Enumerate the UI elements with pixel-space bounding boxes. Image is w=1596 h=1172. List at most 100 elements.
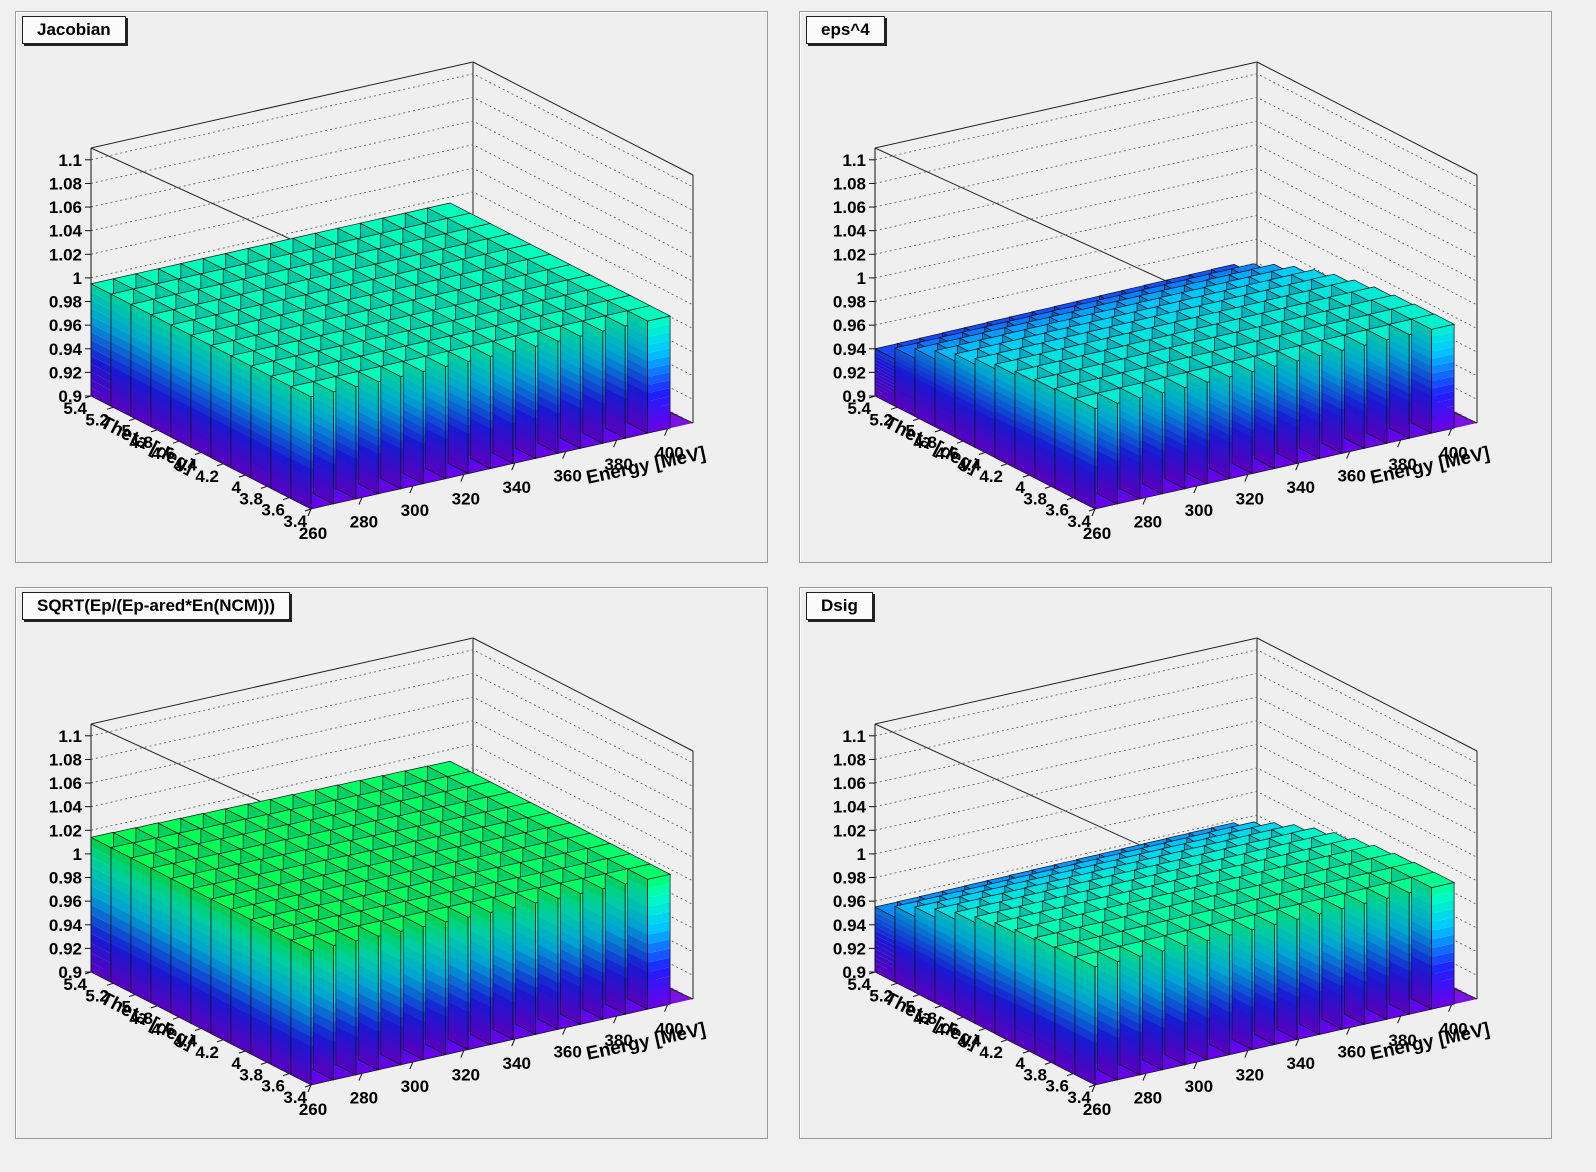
x-tick-label: 300	[1185, 501, 1213, 520]
y-tick-label: 4.2	[979, 1043, 1003, 1062]
z-tick-label: 1.06	[49, 198, 82, 217]
y-tick-mark	[934, 1005, 942, 1009]
bars	[89, 202, 672, 510]
y-tick-label: 5	[906, 422, 915, 441]
y-tick-label: 3.6	[261, 1077, 285, 1096]
x-tick-mark	[664, 428, 668, 436]
y-tick-label: 4.4	[173, 1032, 197, 1051]
y-tick-mark	[260, 1061, 268, 1065]
z-tick-label: 0.92	[49, 939, 82, 958]
x-tick-label: 280	[350, 1089, 378, 1108]
x-tick-mark	[562, 451, 567, 459]
x-tick-label: 380	[604, 1031, 632, 1050]
x-tick-label: 340	[503, 1054, 531, 1073]
y-tick-mark	[1066, 1073, 1074, 1077]
y-tick-label: 3.4	[283, 1088, 307, 1107]
lego-plot: 0.9 0.92 0.94 0.96 0.98 1 1.02 1.04 1.06 1.08 1.1 2…	[49, 637, 708, 1119]
y-tick-mark	[912, 418, 920, 422]
grid-line	[874, 649, 1478, 764]
x-tick-mark	[1142, 1073, 1147, 1081]
z-tick-label: 0.94	[49, 916, 83, 935]
x-tick-mark	[307, 508, 312, 517]
grid-line	[874, 743, 1478, 858]
z-tick-label: 1.1	[842, 151, 866, 170]
z-tick-label: 1.04	[833, 798, 867, 817]
box-edge	[1256, 61, 1478, 176]
y-tick-mark	[1022, 474, 1030, 478]
z-tick-label: 0.96	[49, 892, 82, 911]
y-tick-label: 5.2	[85, 986, 109, 1005]
grid-line	[90, 144, 694, 259]
y-tick-mark	[282, 1073, 290, 1077]
x-tick-label: 320	[452, 490, 480, 509]
y-tick-mark	[150, 429, 158, 433]
grid-line	[90, 720, 694, 835]
z-axis: 0.9 0.92 0.94 0.96 0.98 1 1.02 1.04 1.06 1.08 1.1	[49, 148, 92, 406]
x-tick-mark	[307, 1084, 312, 1093]
z-axis: 0.9 0.92 0.94 0.96 0.98 1 1.02 1.04 1.06 1.08 1.1	[833, 724, 876, 982]
box-edge	[90, 61, 474, 149]
x-tick-label: 340	[1287, 1054, 1315, 1073]
z-tick-label: 1.02	[833, 821, 866, 840]
chart-panel-dsig: Dsig 0.9 0.92 0.94 0.96 0.98 1 1.02 1.04 1.06 1.0…	[799, 587, 1552, 1139]
x-axis-label: Energy [MeV]	[584, 1019, 707, 1065]
z-tick-label: 0.92	[49, 363, 82, 382]
z-tick-label: 1.1	[842, 727, 866, 746]
box-edge	[90, 637, 474, 725]
grid-line	[874, 167, 1478, 282]
chart-panel-sqrt: SQRT(Ep/(Ep-ared*En(NCM))) 0.9 0.92 0.94 0.…	[15, 587, 768, 1139]
y-tick-mark	[106, 406, 114, 410]
y-tick-label: 4.8	[129, 433, 153, 452]
x-tick-mark	[1397, 440, 1402, 448]
y-tick-mark	[304, 508, 312, 512]
y-tick-label: 4.6	[935, 1020, 959, 1039]
y-tick-mark	[194, 452, 202, 455]
y-tick-mark	[1066, 497, 1074, 501]
y-tick-label: 3.4	[1067, 1088, 1091, 1107]
y-tick-label: 4.6	[151, 444, 175, 463]
x-tick-mark	[1244, 474, 1249, 482]
grid-line	[874, 720, 1478, 835]
chart-title: Dsig	[806, 592, 873, 620]
x-tick-mark	[613, 1016, 618, 1024]
grid-line	[90, 672, 694, 787]
x-axis-label: Energy [MeV]	[1368, 1019, 1491, 1065]
y-tick-label: 4.2	[195, 1043, 219, 1062]
y-tick-mark	[84, 395, 92, 399]
y-tick-mark	[238, 1050, 246, 1054]
chart-title: eps^4	[806, 16, 885, 44]
x-tick-label: 260	[1083, 1100, 1111, 1119]
x-tick-mark	[460, 474, 465, 482]
x-tick-mark	[1295, 462, 1300, 471]
y-tick-mark	[934, 429, 942, 433]
x-tick-label: 260	[299, 1100, 327, 1119]
y-tick-mark	[1000, 1039, 1008, 1043]
y-tick-mark	[1044, 485, 1052, 489]
x-tick-label: 320	[452, 1066, 480, 1085]
z-axis: 0.9 0.92 0.94 0.96 0.98 1 1.02 1.04 1.06 1.08 1.1	[49, 724, 92, 982]
grid-line	[90, 73, 694, 188]
x-tick-label: 340	[1287, 478, 1315, 497]
z-axis: 0.9 0.92 0.94 0.96 0.98 1 1.02 1.04 1.06 1.08 1.1	[833, 148, 876, 406]
box-edge	[1256, 637, 1478, 752]
y-tick-label: 4.6	[151, 1020, 175, 1039]
y-tick-mark	[978, 452, 986, 455]
y-tick-label: 3.4	[1067, 512, 1091, 531]
x-tick-label: 340	[503, 478, 531, 497]
y-tick-label: 3.8	[239, 1065, 263, 1084]
y-tick-mark	[956, 1016, 964, 1020]
z-tick-label: 0.96	[833, 892, 866, 911]
y-tick-label: 4.4	[957, 456, 981, 475]
y-tick-mark	[1044, 1061, 1052, 1065]
z-tick-label: 0.92	[833, 939, 866, 958]
x-tick-label: 360	[553, 467, 581, 486]
lego-bar	[1410, 313, 1456, 434]
z-tick-label: 0.98	[833, 869, 866, 888]
x-tick-mark	[460, 1050, 465, 1058]
z-tick-label: 1.04	[833, 222, 867, 241]
z-tick-label: 0.98	[49, 869, 82, 888]
lego-bar	[626, 305, 672, 434]
box-edge	[472, 61, 694, 176]
z-tick-label: 0.94	[833, 340, 867, 359]
y-tick-label: 4	[232, 478, 242, 497]
